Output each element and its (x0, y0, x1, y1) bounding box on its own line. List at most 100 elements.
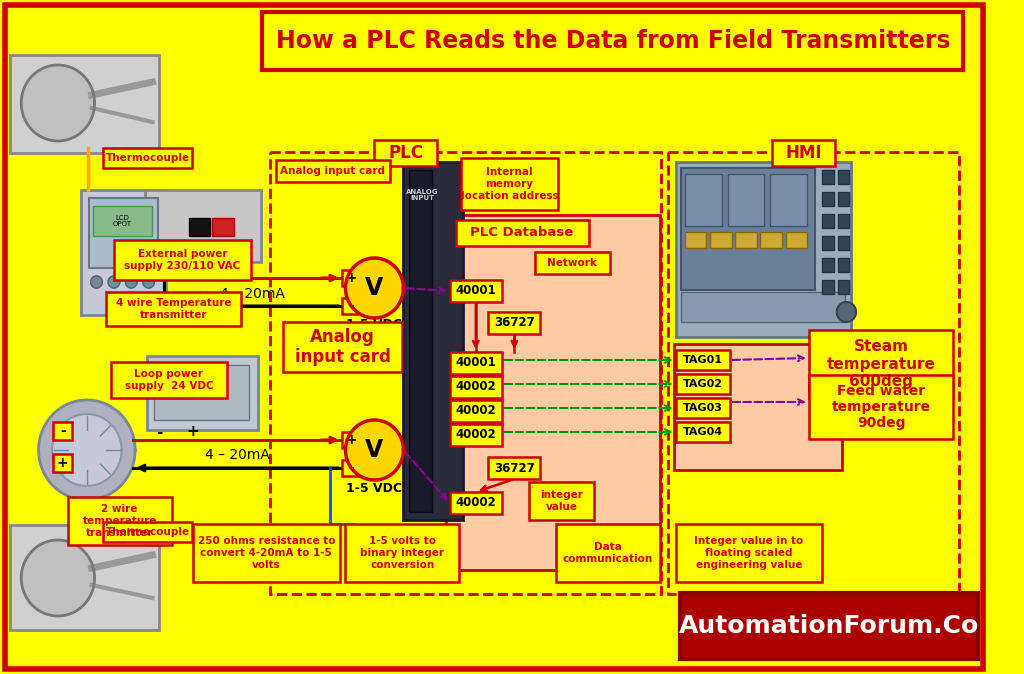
Text: 36727: 36727 (494, 317, 535, 330)
Text: +: + (57, 456, 69, 470)
FancyBboxPatch shape (674, 344, 842, 470)
Polygon shape (91, 276, 102, 288)
Text: 24V
PSU: 24V PSU (190, 382, 215, 404)
FancyBboxPatch shape (106, 292, 242, 326)
Polygon shape (22, 65, 94, 141)
Text: External power
supply 230/110 VAC: External power supply 230/110 VAC (124, 249, 241, 271)
FancyBboxPatch shape (450, 424, 502, 446)
Text: Thermocouple: Thermocouple (105, 527, 189, 537)
Text: 4 – 20mA: 4 – 20mA (220, 287, 286, 301)
Polygon shape (52, 414, 122, 486)
FancyBboxPatch shape (685, 174, 722, 226)
Text: 4 – 20mA: 4 – 20mA (205, 448, 270, 462)
Text: 40001: 40001 (456, 284, 497, 297)
Text: ANALOG
INPUT: ANALOG INPUT (407, 189, 439, 202)
FancyBboxPatch shape (676, 524, 822, 582)
FancyBboxPatch shape (53, 422, 73, 440)
FancyBboxPatch shape (772, 140, 835, 166)
FancyBboxPatch shape (822, 280, 834, 294)
Text: 40001: 40001 (456, 357, 497, 369)
FancyBboxPatch shape (111, 362, 226, 398)
Text: 36727: 36727 (494, 462, 535, 474)
FancyBboxPatch shape (488, 457, 541, 479)
FancyBboxPatch shape (276, 160, 390, 182)
FancyBboxPatch shape (89, 198, 159, 268)
FancyBboxPatch shape (144, 190, 260, 262)
Text: Loop power
supply  24 VDC: Loop power supply 24 VDC (125, 369, 213, 391)
Text: Steam
temperature
600deg: Steam temperature 600deg (826, 339, 936, 389)
Polygon shape (345, 420, 403, 480)
Text: integer
value: integer value (541, 490, 583, 512)
FancyBboxPatch shape (838, 280, 849, 294)
FancyBboxPatch shape (735, 232, 757, 248)
FancyBboxPatch shape (809, 330, 953, 398)
FancyBboxPatch shape (838, 236, 849, 250)
FancyBboxPatch shape (345, 524, 460, 582)
Text: Integer value in to
floating scaled
engineering value: Integer value in to floating scaled engi… (694, 537, 804, 570)
FancyBboxPatch shape (785, 232, 807, 248)
FancyBboxPatch shape (770, 174, 807, 226)
FancyBboxPatch shape (342, 298, 360, 314)
FancyBboxPatch shape (450, 376, 502, 398)
FancyBboxPatch shape (193, 524, 340, 582)
Text: PLC Database: PLC Database (470, 226, 573, 239)
FancyBboxPatch shape (681, 168, 814, 290)
FancyBboxPatch shape (410, 170, 432, 512)
Polygon shape (126, 276, 137, 288)
Text: 1-5 volts to
binary integer
conversion: 1-5 volts to binary integer conversion (360, 537, 444, 570)
FancyBboxPatch shape (822, 170, 834, 184)
FancyBboxPatch shape (189, 218, 210, 236)
FancyBboxPatch shape (822, 192, 834, 206)
Text: TAG01: TAG01 (683, 355, 723, 365)
Text: Data
communication: Data communication (563, 542, 653, 563)
Text: 2 wire
temperature
transmitter: 2 wire temperature transmitter (82, 504, 157, 538)
FancyBboxPatch shape (822, 214, 834, 228)
Text: LCD
OPOT: LCD OPOT (113, 214, 132, 228)
FancyBboxPatch shape (838, 258, 849, 272)
Text: How a PLC Reads the Data from Field Transmitters: How a PLC Reads the Data from Field Tran… (275, 29, 950, 53)
Text: Analog
input card: Analog input card (295, 328, 390, 367)
FancyBboxPatch shape (838, 214, 849, 228)
Text: 1-5 VDC: 1-5 VDC (346, 319, 402, 332)
FancyBboxPatch shape (445, 215, 660, 570)
FancyBboxPatch shape (676, 162, 851, 337)
FancyBboxPatch shape (809, 375, 953, 439)
FancyBboxPatch shape (450, 352, 502, 374)
FancyBboxPatch shape (838, 170, 849, 184)
FancyBboxPatch shape (528, 482, 595, 520)
Text: V: V (366, 438, 384, 462)
Text: 40002: 40002 (456, 429, 497, 441)
FancyBboxPatch shape (283, 322, 402, 372)
Text: TAG04: TAG04 (683, 427, 723, 437)
Text: Analog input card: Analog input card (281, 166, 385, 176)
Text: Thermocouple: Thermocouple (105, 153, 189, 163)
Text: 40002: 40002 (456, 497, 497, 510)
FancyBboxPatch shape (676, 350, 729, 370)
FancyBboxPatch shape (155, 365, 249, 420)
Text: -: - (59, 424, 66, 438)
FancyBboxPatch shape (9, 525, 160, 630)
Polygon shape (109, 276, 120, 288)
FancyBboxPatch shape (450, 280, 502, 302)
FancyBboxPatch shape (676, 374, 729, 394)
Text: 4 wire Temperature
transmitter: 4 wire Temperature transmitter (116, 298, 231, 319)
Text: AutomationForum.Co: AutomationForum.Co (679, 614, 979, 638)
FancyBboxPatch shape (680, 593, 978, 659)
Polygon shape (345, 258, 403, 318)
FancyBboxPatch shape (68, 497, 172, 545)
FancyBboxPatch shape (114, 240, 251, 280)
FancyBboxPatch shape (92, 206, 153, 236)
FancyBboxPatch shape (342, 460, 360, 476)
Text: 250 ohms resistance to
convert 4-20mA to 1-5
volts: 250 ohms resistance to convert 4-20mA to… (198, 537, 335, 570)
Polygon shape (22, 540, 94, 616)
Text: +: + (345, 271, 357, 285)
FancyBboxPatch shape (53, 454, 73, 472)
Text: +: + (345, 433, 357, 447)
FancyBboxPatch shape (456, 220, 589, 246)
Text: 40002: 40002 (456, 404, 497, 417)
FancyBboxPatch shape (103, 148, 193, 168)
FancyBboxPatch shape (488, 312, 541, 334)
Polygon shape (837, 302, 856, 322)
FancyBboxPatch shape (685, 232, 707, 248)
FancyBboxPatch shape (342, 432, 360, 448)
